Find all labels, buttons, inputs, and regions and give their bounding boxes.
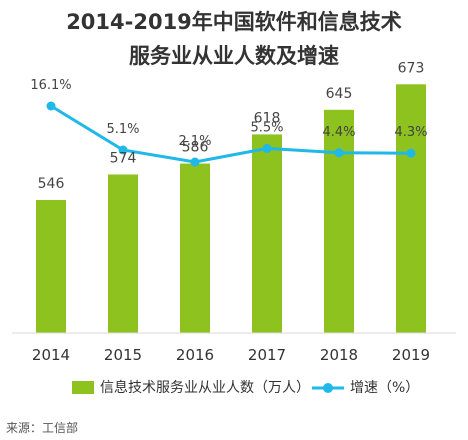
- bar-value-label-2017: 618: [254, 110, 281, 126]
- chart-title-line2: 服务业从业人数及增速: [129, 44, 339, 68]
- growth-point-2019: [406, 148, 416, 158]
- growth-point-2018: [334, 148, 344, 158]
- growth-value-label-2014: 16.1%: [30, 78, 71, 93]
- growth-point-2017: [262, 143, 272, 153]
- bar-value-label-2015: 574: [110, 150, 137, 166]
- growth-point-2016: [190, 157, 200, 167]
- x-tick-label-2015: 2015: [104, 346, 142, 364]
- growth-value-label-2018: 4.4%: [322, 125, 355, 140]
- legend-bar-label: 信息技术服务业从业人数（万人）: [100, 379, 310, 396]
- growth-value-label-2015: 5.1%: [106, 122, 139, 137]
- growth-value-label-2016: 2.1%: [178, 134, 211, 149]
- x-tick-label-2016: 2016: [176, 346, 214, 364]
- legend-bar-swatch: [72, 381, 94, 394]
- growth-line: [50, 104, 412, 164]
- x-tick-label-2018: 2018: [320, 346, 358, 364]
- growth-value-label-2017: 5.5%: [250, 120, 283, 135]
- legend-line-marker: [323, 383, 333, 393]
- bar-2015: [108, 174, 138, 333]
- bar-value-label-2018: 645: [326, 86, 353, 102]
- legend-line-label: 增速（%）: [350, 380, 419, 396]
- bar-value-label-2014: 546: [38, 176, 65, 192]
- bar-2018: [324, 109, 354, 334]
- bar-2017: [252, 134, 282, 333]
- bar-2014: [36, 199, 66, 333]
- bar-value-label-2019: 673: [398, 60, 425, 76]
- growth-value-label-2019: 4.3%: [394, 125, 427, 140]
- chart-title-line1: 2014-2019年中国软件和信息技术: [66, 10, 402, 34]
- x-tick-label-2019: 2019: [392, 346, 430, 364]
- bar-2016: [180, 163, 210, 333]
- bar-2019: [396, 84, 426, 333]
- x-tick-label-2014: 2014: [32, 346, 70, 364]
- source-note: 来源：工信部: [6, 421, 79, 435]
- growth-point-2014: [46, 101, 56, 111]
- growth-point-2015: [118, 145, 128, 155]
- bar-value-label-2016: 586: [182, 140, 209, 156]
- x-tick-label-2017: 2017: [248, 346, 286, 364]
